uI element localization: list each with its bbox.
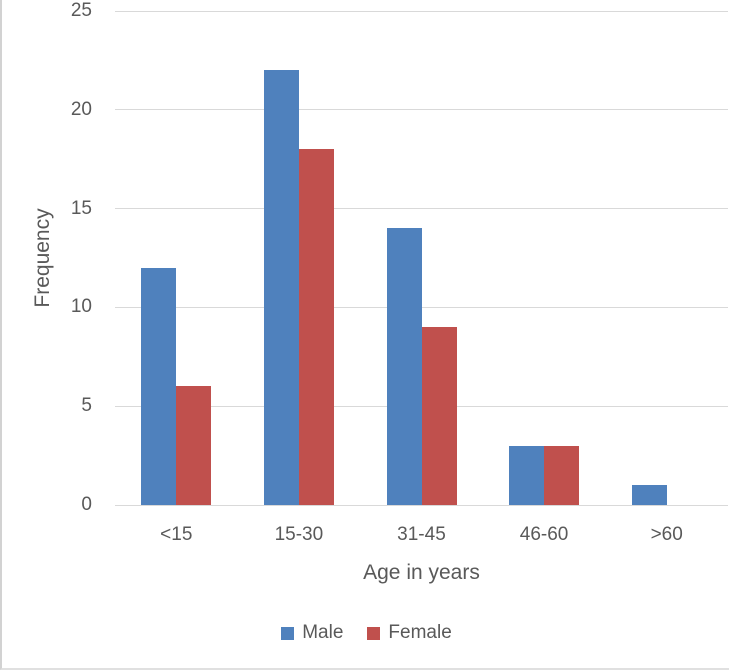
y-tick-label: 25 [70,0,92,21]
bar-male-<15 [141,267,177,505]
x-tick-label: 31-45 [397,524,446,545]
bar-female-15-30 [298,149,334,505]
y-axis-title: Frequency [31,208,54,308]
y-tick-label: 20 [70,98,92,120]
x-axis-title: Age in years [363,561,480,584]
bar-female-46-60 [544,445,580,505]
x-tick-label: 15-30 [274,524,324,545]
legend-label: Male [302,622,344,643]
bar-female-<15 [176,386,212,505]
y-tick-label: 15 [70,197,92,219]
x-tick-label: <15 [160,524,193,545]
x-tick-label: 46-60 [519,524,569,545]
plot-area [115,10,728,506]
legend-label: Female [388,622,452,643]
legend-item-female: Female [367,622,452,644]
bar-female-31-45 [421,327,457,505]
y-tick-label: 0 [81,494,92,515]
bar-male->60 [631,485,667,505]
gridline [115,504,728,506]
gridline [115,306,728,308]
x-tick-label: >60 [650,524,683,545]
legend: Male Female [2,622,729,644]
gridline [115,10,728,12]
gridline [115,109,728,111]
y-tick-label: 5 [81,395,92,417]
gridline [115,208,728,210]
legend-item-male: Male [281,622,343,644]
bar-male-31-45 [386,228,422,505]
y-tick-label: 10 [70,296,92,318]
bar-male-15-30 [263,70,299,505]
bar-male-46-60 [509,445,545,505]
legend-swatch-male [281,626,295,640]
legend-swatch-female [367,626,381,640]
